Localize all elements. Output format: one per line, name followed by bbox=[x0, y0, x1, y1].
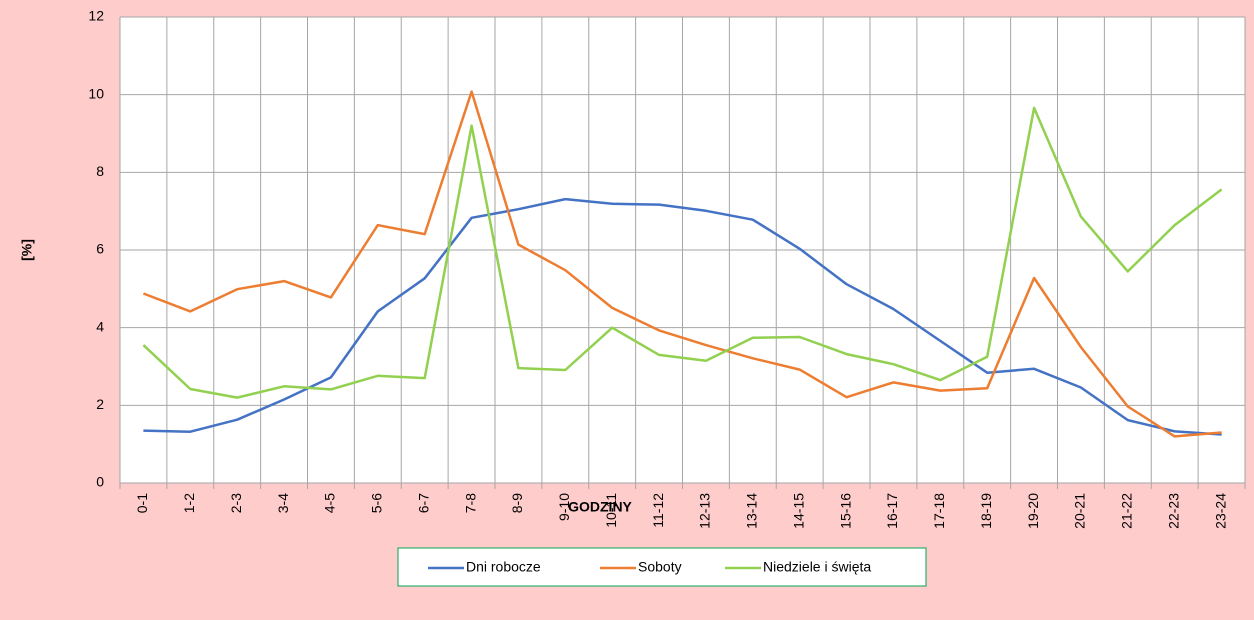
y-tick-label: 12 bbox=[88, 8, 104, 24]
x-tick-label: 6-7 bbox=[415, 493, 431, 513]
x-tick-label: 16-17 bbox=[884, 493, 900, 529]
x-tick-label: 8-9 bbox=[509, 493, 525, 513]
x-tick-label: 21-22 bbox=[1119, 493, 1135, 529]
y-axis-label: [%] bbox=[19, 239, 35, 261]
y-tick-label: 2 bbox=[96, 396, 104, 412]
y-tick-label: 10 bbox=[88, 85, 104, 101]
x-tick-label: 14-15 bbox=[790, 493, 806, 529]
x-tick-label: 20-21 bbox=[1072, 493, 1088, 529]
series-line bbox=[143, 197, 1222, 436]
x-tick-label: 12-13 bbox=[697, 493, 713, 529]
x-tick-label: 0-1 bbox=[134, 493, 150, 513]
x-tick-label: 22-23 bbox=[1165, 493, 1181, 529]
legend-label: Soboty bbox=[638, 559, 682, 575]
x-tick-label: 23-24 bbox=[1212, 493, 1228, 529]
x-tick-label: 13-14 bbox=[744, 493, 760, 529]
legend-label: Niedziele i święta bbox=[763, 559, 871, 575]
x-tick-label: 4-5 bbox=[322, 493, 338, 513]
x-tick-label: 7-8 bbox=[462, 493, 478, 513]
legend-box bbox=[397, 547, 927, 587]
x-tick-label: 17-18 bbox=[931, 493, 947, 529]
x-tick-label: 2-3 bbox=[228, 493, 244, 513]
y-tick-label: 8 bbox=[96, 163, 104, 179]
y-tick-label: 0 bbox=[96, 474, 104, 490]
x-tick-label: 18-19 bbox=[978, 493, 994, 529]
legend-label: Dni robocze bbox=[466, 559, 541, 575]
y-tick-label: 4 bbox=[96, 318, 104, 334]
x-tick-label: 15-16 bbox=[837, 493, 853, 529]
x-tick-label: 5-6 bbox=[369, 493, 385, 513]
x-axis-label: GODZINY bbox=[568, 499, 632, 515]
series-line bbox=[142, 106, 1223, 399]
y-tick-label: 6 bbox=[96, 241, 104, 257]
x-tick-label: 9-10 bbox=[556, 493, 572, 521]
x-tick-label: 10-11 bbox=[603, 493, 619, 528]
x-tick-label: 11-12 bbox=[650, 493, 666, 528]
x-tick-label: 1-2 bbox=[181, 493, 197, 513]
x-tick-label: 19-20 bbox=[1025, 493, 1041, 529]
x-tick-label: 3-4 bbox=[275, 493, 291, 513]
series-line bbox=[142, 90, 1222, 438]
